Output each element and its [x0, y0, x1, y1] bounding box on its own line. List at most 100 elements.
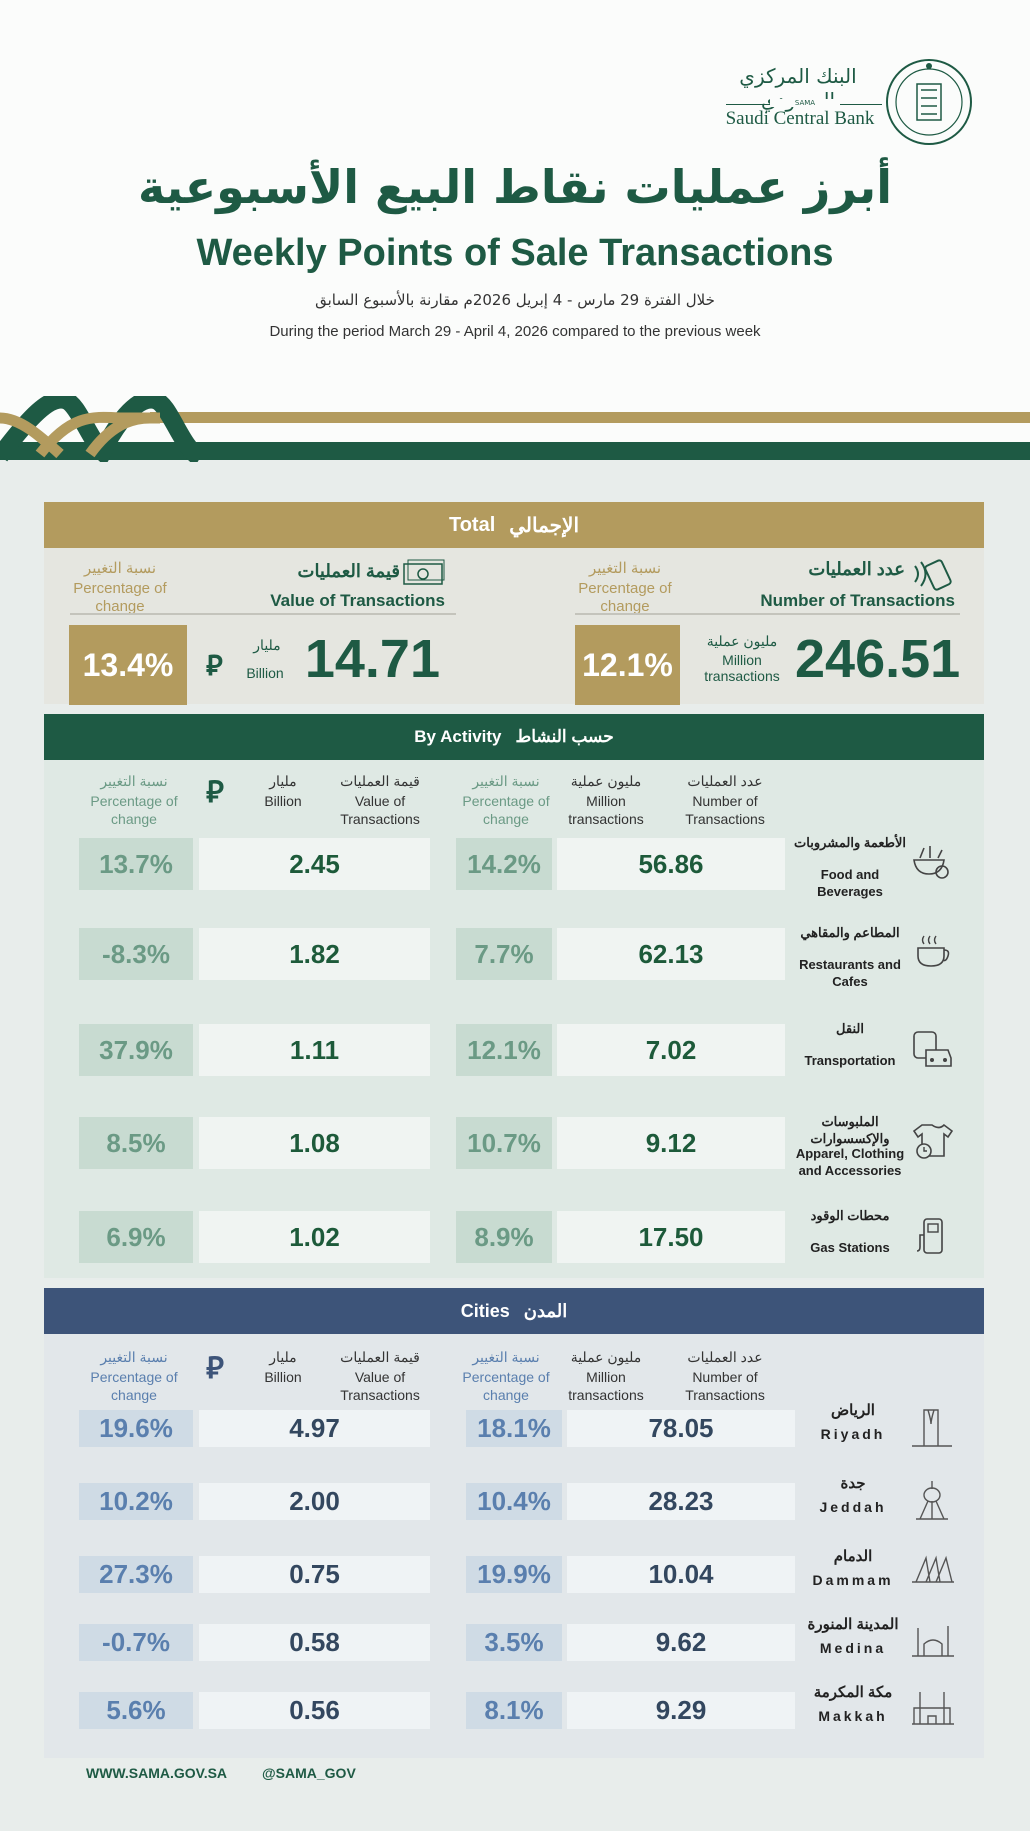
city-name: Dammam	[812, 1572, 894, 1588]
count-pct-label-ar: نسبة التغيير	[588, 560, 662, 577]
count-value: 246.51	[795, 629, 961, 689]
count-change: 8.1%	[466, 1691, 562, 1729]
count-change: 18.1%	[466, 1409, 562, 1447]
city-name-ar: الرياض	[831, 1402, 875, 1419]
subtitle-arabic: خلال الفترة 29 مارس - 4 إبريل 2026م مقار…	[315, 291, 715, 309]
header-area	[0, 0, 1030, 460]
website-link[interactable]: WWW.SAMA.GOV.SA	[86, 1765, 228, 1781]
count: 10.04	[567, 1555, 795, 1593]
col-billion-ar: مليار	[269, 773, 297, 789]
value-label: Value of Transactions	[270, 591, 445, 610]
category-name-ar: محطات الوقود	[810, 1208, 890, 1223]
value: 4.97	[199, 1409, 430, 1447]
count: 7.02	[557, 1024, 785, 1076]
col-value-of-transactions-ar: قيمة العمليات	[340, 1349, 420, 1365]
count: 28.23	[567, 1482, 795, 1520]
col-value-pct-change-ar: نسبة التغيير	[100, 773, 168, 789]
count: 9.62	[567, 1623, 795, 1661]
water-tower-icon	[910, 1479, 956, 1523]
col-count-pct-change-ar: نسبة التغيير	[472, 1349, 540, 1365]
col-billion: Billion	[264, 1369, 302, 1385]
sama-emblem-icon	[885, 58, 973, 146]
cities-header: Cities المدن	[44, 1288, 984, 1334]
value-amount: 14.71	[304, 629, 440, 689]
count-change: 7.7%	[456, 928, 552, 980]
count: 9.29	[567, 1691, 795, 1729]
value-change: 5.6%	[79, 1691, 193, 1729]
count-change: 10.7%	[456, 1117, 552, 1169]
kaaba-mosque-icon	[910, 1688, 956, 1732]
col-million-transactions-ar: مليون عملية	[570, 773, 642, 789]
count-label-ar: عدد العمليات	[808, 559, 905, 579]
col-value-pct-change: Percentage of change	[90, 793, 178, 827]
value-pct-label-ar: نسبة التغيير	[83, 560, 157, 577]
food-bowl-icon	[910, 842, 956, 886]
count-divider	[575, 613, 960, 615]
count-change: 12.1%	[456, 1024, 552, 1076]
fuel-pump-icon	[910, 1215, 956, 1259]
bus-car-icon	[910, 1028, 956, 1072]
total-title-ar: الإجمالي	[509, 514, 580, 537]
value-unit-ar: مليار	[253, 637, 281, 653]
total-header: Total الإجمالي	[44, 502, 984, 548]
col-count-pct-change-ar: نسبة التغيير	[472, 773, 540, 789]
col-count-pct-change: Percentage of change	[462, 793, 550, 827]
count-change: 12.1%	[575, 625, 680, 705]
value: 0.58	[199, 1623, 430, 1661]
riyal-icon: ⃁	[206, 776, 224, 809]
page-title-arabic: أبرز عمليات نقاط البيع الأسبوعية	[138, 160, 892, 214]
category-name: Apparel, Clothing and Accessories	[795, 1146, 905, 1178]
category-name-ar: النقل	[836, 1021, 864, 1036]
count: 9.12	[557, 1117, 785, 1169]
col-billion-ar: مليار	[269, 1349, 297, 1365]
value-change: 10.2%	[79, 1482, 193, 1520]
count: 17.50	[557, 1211, 785, 1263]
activity-title-en: By Activity	[414, 727, 502, 746]
value: 1.08	[199, 1117, 430, 1169]
value: 1.82	[199, 928, 430, 980]
page-title: Weekly Points of Sale Transactions	[196, 232, 834, 274]
coffee-cup-icon	[910, 932, 956, 976]
value: 0.56	[199, 1691, 430, 1729]
col-value-of-transactions: Value of Transactions	[340, 793, 420, 827]
count-label: Number of Transactions	[760, 591, 955, 610]
cities-panel	[44, 1334, 984, 1758]
count-change: 10.4%	[466, 1482, 562, 1520]
value: 0.75	[199, 1555, 430, 1593]
city-name: Makkah	[818, 1708, 888, 1724]
logo-abbr: SAMA	[770, 99, 840, 107]
activity-title-ar: حسب النشاط	[515, 727, 614, 746]
value-label-ar: قيمة العمليات	[297, 561, 401, 581]
col-value-of-transactions: Value of Transactions	[340, 1369, 420, 1403]
category-name: Gas Stations	[810, 1240, 890, 1255]
logo-english: Saudi Central Bank	[725, 108, 875, 129]
decorative-band	[0, 396, 1030, 462]
count: 56.86	[557, 838, 785, 890]
count-change: 8.9%	[456, 1211, 552, 1263]
category-name-ar: الملبوسات والإكسسوارات	[810, 1114, 890, 1146]
city-name-ar: المدينة المنورة	[807, 1616, 899, 1633]
value: 1.11	[199, 1024, 430, 1076]
value-pct-label: Percentage of change	[73, 580, 167, 615]
cities-title-ar: المدن	[523, 1300, 568, 1321]
col-value-of-transactions-ar: قيمة العمليات	[340, 773, 420, 789]
social-handle-link[interactable]: @SAMA_GOV	[262, 1765, 356, 1781]
city-name-ar: مكة المكرمة	[813, 1684, 893, 1701]
category-name: Restaurants and Cafes	[799, 957, 901, 989]
value-change: 19.6%	[79, 1409, 193, 1447]
value: 2.00	[199, 1482, 430, 1520]
category-name-ar: المطاعم والمقاهي	[800, 925, 900, 940]
value-change: 27.3%	[79, 1555, 193, 1593]
col-count-pct-change: Percentage of change	[462, 1369, 550, 1403]
value-unit: Billion	[246, 665, 284, 681]
count: 78.05	[567, 1409, 795, 1447]
value-change: 13.7%	[79, 838, 193, 890]
col-number-of-transactions-ar: عدد العمليات	[687, 773, 763, 789]
col-number-of-transactions: Number of Transactions	[685, 793, 765, 827]
category-name: Food and Beverages	[817, 867, 883, 899]
count-change: 14.2%	[456, 838, 552, 890]
col-number-of-transactions: Number of Transactions	[685, 1369, 765, 1403]
value-change: -8.3%	[79, 928, 193, 980]
value-change: -0.7%	[79, 1623, 193, 1661]
banknote-icon	[400, 556, 446, 590]
